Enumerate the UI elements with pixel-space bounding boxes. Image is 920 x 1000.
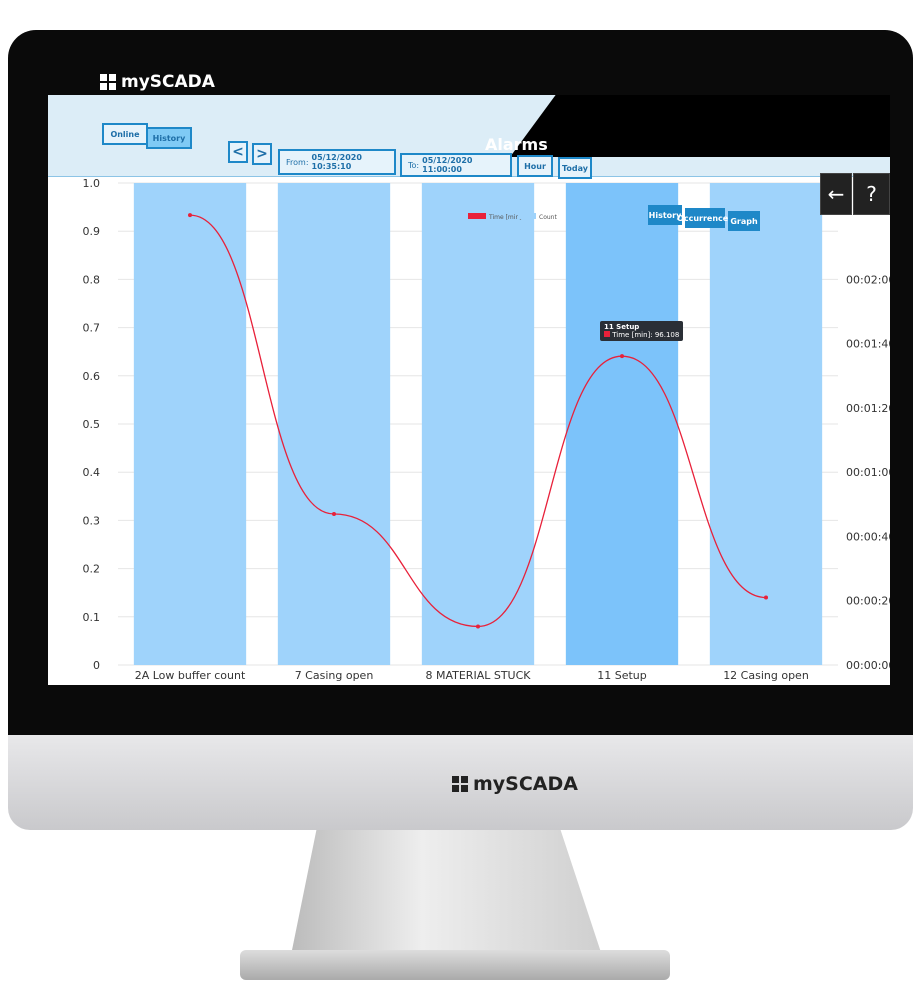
to-label: To: bbox=[408, 160, 420, 170]
category-label: 12 Casing open bbox=[723, 669, 809, 682]
right-tick-label: 00:00:40 bbox=[846, 530, 890, 543]
left-tick-label: 0.3 bbox=[83, 514, 101, 527]
left-tick-label: 0.6 bbox=[83, 370, 101, 383]
right-tick-label: 00:02:00 bbox=[846, 273, 890, 286]
online-tab[interactable]: Online bbox=[102, 123, 148, 145]
bar-count bbox=[277, 183, 391, 665]
brand-logo-top: mySCADA bbox=[100, 72, 215, 92]
prev-button[interactable]: < bbox=[228, 141, 248, 163]
right-tick-label: 00:01:40 bbox=[846, 338, 890, 351]
view-occurrences-button[interactable]: Occurrences bbox=[677, 208, 733, 228]
view-graph-button[interactable]: Graph bbox=[728, 211, 760, 231]
left-tick-label: 0.8 bbox=[83, 273, 101, 286]
category-label: 2A Low buffer count bbox=[135, 669, 246, 682]
left-tick-label: 0.1 bbox=[83, 611, 101, 624]
category-label: 8 MATERIAL STUCK bbox=[425, 669, 531, 682]
time-point bbox=[764, 595, 768, 600]
left-tick-label: 0.2 bbox=[83, 563, 101, 576]
tooltip-row: Time [min]: 96.108 bbox=[604, 331, 679, 339]
app-screen: Alarms Online History < > From: 05/12/202… bbox=[48, 95, 890, 685]
question-icon[interactable]: ? bbox=[853, 173, 890, 215]
legend-time: Time [min] bbox=[488, 214, 522, 221]
right-tick-label: 00:01:00 bbox=[846, 466, 890, 479]
bar-count bbox=[709, 183, 823, 665]
next-button[interactable]: > bbox=[252, 143, 272, 165]
category-label: 11 Setup bbox=[597, 669, 647, 682]
brand-text: mySCADA bbox=[121, 72, 215, 92]
left-tick-label: 1.0 bbox=[83, 177, 101, 190]
bar-count bbox=[421, 183, 535, 665]
page-title: Alarms bbox=[485, 135, 548, 154]
view-history-button[interactable]: History bbox=[648, 205, 682, 225]
from-field[interactable]: From: 05/12/2020 10:35:10 bbox=[278, 149, 396, 175]
today-button[interactable]: Today bbox=[558, 157, 592, 179]
arrow-left-icon[interactable]: ← bbox=[820, 173, 852, 215]
header-bar bbox=[510, 95, 890, 157]
category-label: 7 Casing open bbox=[295, 669, 374, 682]
left-tick-label: 0 bbox=[93, 659, 100, 672]
to-value: 05/12/2020 11:00:00 bbox=[422, 156, 473, 174]
left-tick-label: 0.7 bbox=[83, 322, 101, 335]
from-label: From: bbox=[286, 157, 309, 167]
history-tab[interactable]: History bbox=[146, 127, 192, 149]
time-point bbox=[188, 213, 192, 218]
tooltip-swatch bbox=[604, 331, 610, 337]
monitor-stand bbox=[290, 830, 604, 960]
time-point bbox=[476, 624, 480, 629]
monitor-base bbox=[240, 950, 670, 980]
to-field[interactable]: To: 05/12/2020 11:00:00 bbox=[400, 153, 512, 177]
left-tick-label: 0.9 bbox=[83, 225, 101, 238]
from-value: 05/12/2020 10:35:10 bbox=[311, 153, 362, 171]
legend-swatch-time bbox=[468, 213, 486, 219]
legend-swatch-count bbox=[518, 213, 536, 219]
right-tick-label: 00:01:20 bbox=[846, 402, 890, 415]
chart: 0 0.1 0.2 0.3 0.4 0.5 0.6 0.7 0.8 0.9 1.0 00:00:0 0 0… bbox=[83, 177, 891, 682]
time-point bbox=[332, 511, 336, 516]
right-tick-label: 00:00:00 bbox=[846, 659, 890, 672]
time-point bbox=[620, 354, 624, 359]
toolbar: Alarms Online History < > From: 05/12/202… bbox=[48, 95, 890, 179]
tooltip-text: Time [min]: 96.108 bbox=[612, 331, 680, 339]
right-tick-label: 00:00:20 bbox=[846, 595, 890, 608]
monitor-chin bbox=[8, 735, 913, 830]
brand-logo-chin: mySCADA bbox=[452, 773, 578, 795]
chart-tooltip: 11 Setup Time [min]: 96.108 bbox=[600, 321, 684, 341]
tooltip-title: 11 Setup bbox=[604, 323, 640, 331]
hour-button[interactable]: Hour bbox=[517, 155, 553, 177]
bar-count bbox=[565, 183, 679, 665]
bar-count bbox=[133, 183, 247, 665]
legend-count: Count bbox=[539, 214, 557, 221]
brand-text: mySCADA bbox=[473, 773, 578, 795]
left-tick-label: 0.5 bbox=[83, 418, 101, 431]
left-tick-label: 0.4 bbox=[83, 466, 101, 479]
